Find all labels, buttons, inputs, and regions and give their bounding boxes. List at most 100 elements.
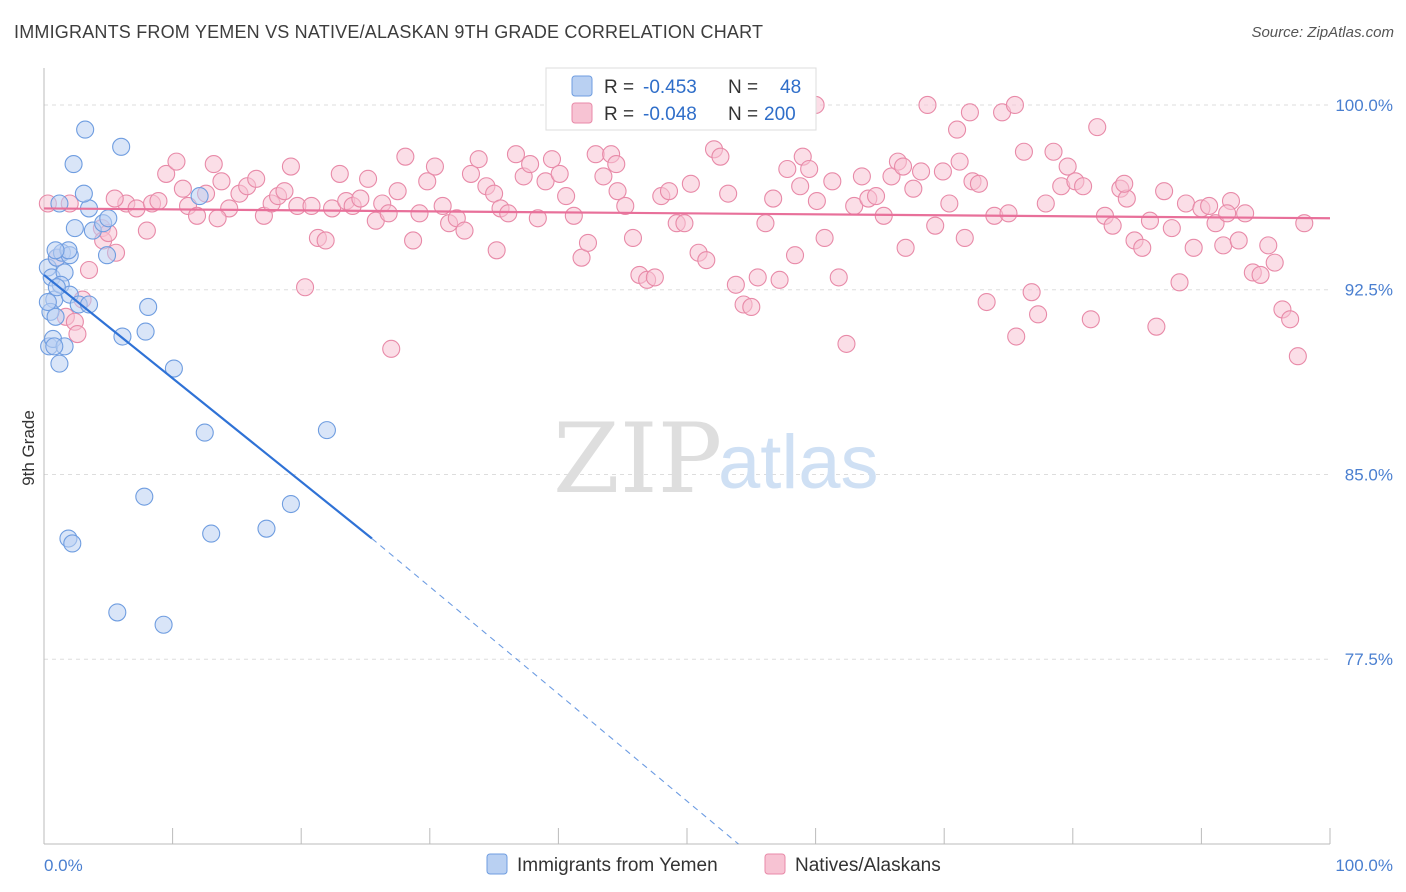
point-pink-141 bbox=[1081, 310, 1100, 329]
point-blue-24 bbox=[99, 209, 118, 228]
point-pink-23 bbox=[212, 172, 231, 191]
point-pink-161 bbox=[1229, 231, 1248, 250]
point-pink-22 bbox=[204, 155, 223, 174]
point-pink-177 bbox=[208, 209, 227, 228]
legend-r-label-1: R = bbox=[604, 104, 634, 125]
point-pink-116 bbox=[896, 238, 915, 257]
point-pink-179 bbox=[487, 241, 506, 260]
chart-title: IMMIGRANTS FROM YEMEN VS NATIVE/ALASKAN … bbox=[14, 22, 764, 42]
legend-r-value-0: -0.453 bbox=[643, 77, 697, 98]
point-blue-33 bbox=[195, 423, 214, 442]
point-pink-51 bbox=[418, 172, 437, 191]
point-blue-35 bbox=[135, 487, 154, 506]
legend-swatch-blue bbox=[571, 75, 593, 97]
point-pink-157 bbox=[1200, 196, 1219, 216]
point-pink-180 bbox=[607, 155, 626, 174]
series-natives-alaskans bbox=[38, 95, 1314, 366]
point-blue-30 bbox=[139, 297, 158, 317]
point-pink-52 bbox=[425, 157, 444, 176]
point-pink-132 bbox=[1014, 142, 1033, 161]
point-pink-77 bbox=[608, 182, 627, 201]
point-pink-142 bbox=[1088, 118, 1107, 137]
point-blue-36 bbox=[281, 494, 300, 514]
point-pink-66 bbox=[528, 209, 547, 228]
legend-n-value-1: 200 bbox=[764, 104, 796, 125]
point-pink-38 bbox=[323, 199, 342, 218]
point-pink-154 bbox=[1176, 194, 1196, 213]
point-pink-130 bbox=[999, 204, 1018, 223]
point-pink-134 bbox=[1029, 305, 1048, 324]
point-pink-92 bbox=[719, 184, 738, 203]
point-pink-158 bbox=[1206, 214, 1225, 233]
point-pink-50 bbox=[410, 204, 429, 223]
point-pink-32 bbox=[281, 157, 300, 176]
point-blue-34 bbox=[317, 421, 336, 440]
point-pink-162 bbox=[1236, 204, 1255, 223]
point-blue-7 bbox=[50, 354, 69, 373]
point-pink-117 bbox=[904, 179, 923, 198]
point-pink-176 bbox=[105, 189, 124, 208]
point-pink-100 bbox=[778, 159, 797, 179]
point-blue-44 bbox=[46, 241, 65, 260]
point-pink-120 bbox=[926, 216, 945, 235]
point-pink-13 bbox=[137, 221, 156, 240]
x-tick-labels: 0.0% 100.0% bbox=[44, 856, 1393, 875]
point-pink-58 bbox=[469, 150, 488, 169]
point-pink-74 bbox=[586, 145, 605, 164]
point-pink-101 bbox=[785, 246, 805, 265]
point-pink-108 bbox=[837, 334, 856, 353]
point-pink-166 bbox=[1265, 253, 1284, 272]
point-pink-62 bbox=[499, 204, 518, 223]
point-pink-131 bbox=[1007, 327, 1026, 346]
point-pink-82 bbox=[645, 268, 664, 287]
legend-swatch-pink bbox=[571, 102, 593, 124]
point-pink-164 bbox=[1251, 265, 1270, 284]
point-pink-174 bbox=[960, 103, 979, 122]
point-pink-104 bbox=[807, 191, 826, 211]
point-pink-63 bbox=[506, 145, 526, 164]
point-pink-86 bbox=[675, 214, 694, 233]
point-pink-16 bbox=[157, 164, 176, 183]
point-pink-46 bbox=[382, 339, 401, 358]
series-immigrants-from-yemen bbox=[38, 120, 336, 634]
point-pink-49 bbox=[404, 231, 423, 250]
point-pink-149 bbox=[1140, 211, 1160, 230]
point-blue-38 bbox=[257, 519, 276, 538]
point-blue-32 bbox=[164, 359, 183, 378]
point-pink-122 bbox=[940, 194, 959, 213]
trend-line-pink bbox=[43, 207, 1331, 220]
point-pink-69 bbox=[550, 164, 569, 183]
point-pink-110 bbox=[852, 167, 871, 186]
point-pink-37 bbox=[316, 231, 335, 250]
point-pink-159 bbox=[1214, 236, 1233, 255]
point-blue-23 bbox=[97, 246, 117, 265]
legend: R = -0.453 N = 48 R = -0.048 N = 200 bbox=[545, 67, 817, 131]
point-pink-182 bbox=[893, 157, 913, 176]
watermark-zip: ZIP bbox=[553, 403, 722, 515]
point-blue-37 bbox=[202, 524, 221, 543]
point-pink-70 bbox=[557, 187, 576, 206]
point-pink-20 bbox=[187, 206, 207, 225]
point-pink-169 bbox=[1288, 347, 1307, 366]
point-pink-89 bbox=[697, 251, 716, 270]
y-tick-label-2: 92.5% bbox=[1345, 281, 1393, 300]
point-pink-31 bbox=[275, 182, 294, 201]
point-blue-46 bbox=[38, 292, 57, 312]
bottom-legend-label-1: Natives/Alaskans bbox=[795, 855, 941, 876]
y-tick-label-3: 100.0% bbox=[1335, 96, 1393, 115]
point-pink-150 bbox=[1147, 317, 1166, 336]
point-pink-112 bbox=[866, 187, 886, 206]
point-pink-15 bbox=[149, 191, 168, 211]
point-pink-95 bbox=[742, 297, 761, 317]
trend-lines bbox=[43, 207, 1331, 845]
point-pink-181 bbox=[791, 177, 810, 196]
point-pink-48 bbox=[396, 147, 415, 166]
point-pink-84 bbox=[659, 182, 679, 201]
point-pink-103 bbox=[800, 159, 819, 179]
point-pink-17 bbox=[167, 152, 186, 171]
point-pink-126 bbox=[969, 174, 988, 193]
point-pink-71 bbox=[564, 206, 583, 225]
point-pink-4 bbox=[68, 325, 87, 344]
point-pink-119 bbox=[918, 95, 937, 115]
